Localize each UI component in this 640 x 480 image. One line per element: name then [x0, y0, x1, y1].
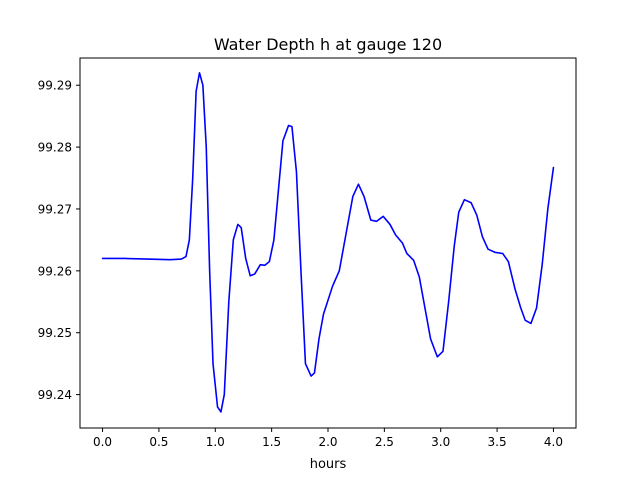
y-tick-label: 99.27: [38, 202, 72, 216]
y-tick-label: 99.26: [38, 264, 72, 278]
y-tick-label: 99.24: [38, 388, 72, 402]
plot-frame: [79, 57, 577, 429]
x-tick-label: 2.0: [318, 435, 337, 449]
y-tick-label: 99.29: [38, 79, 72, 93]
x-tick-label: 1.5: [262, 435, 281, 449]
y-tick-label: 99.28: [38, 141, 72, 155]
chart-title: Water Depth h at gauge 120: [214, 35, 442, 54]
series-line-0: [101, 72, 555, 413]
x-tick-label: 2.5: [375, 435, 394, 449]
x-tick-label: 3.0: [431, 435, 450, 449]
y-tick-label: 99.25: [38, 326, 72, 340]
y-axis: 99.24 99.25 99.26 99.27 99.28 99.29: [38, 79, 80, 402]
x-axis-label: hours: [310, 457, 347, 472]
x-tick-label: 1.0: [206, 435, 225, 449]
x-tick-label: 0.5: [149, 435, 168, 449]
plot-series: [101, 72, 555, 413]
x-tick-label: 0.0: [93, 435, 112, 449]
x-axis: 0.0 0.5 1.0 1.5 2.0 2.5 3.0 3.5 4.0: [93, 428, 563, 449]
x-tick-label: 4.0: [544, 435, 563, 449]
x-tick-label: 3.5: [488, 435, 507, 449]
